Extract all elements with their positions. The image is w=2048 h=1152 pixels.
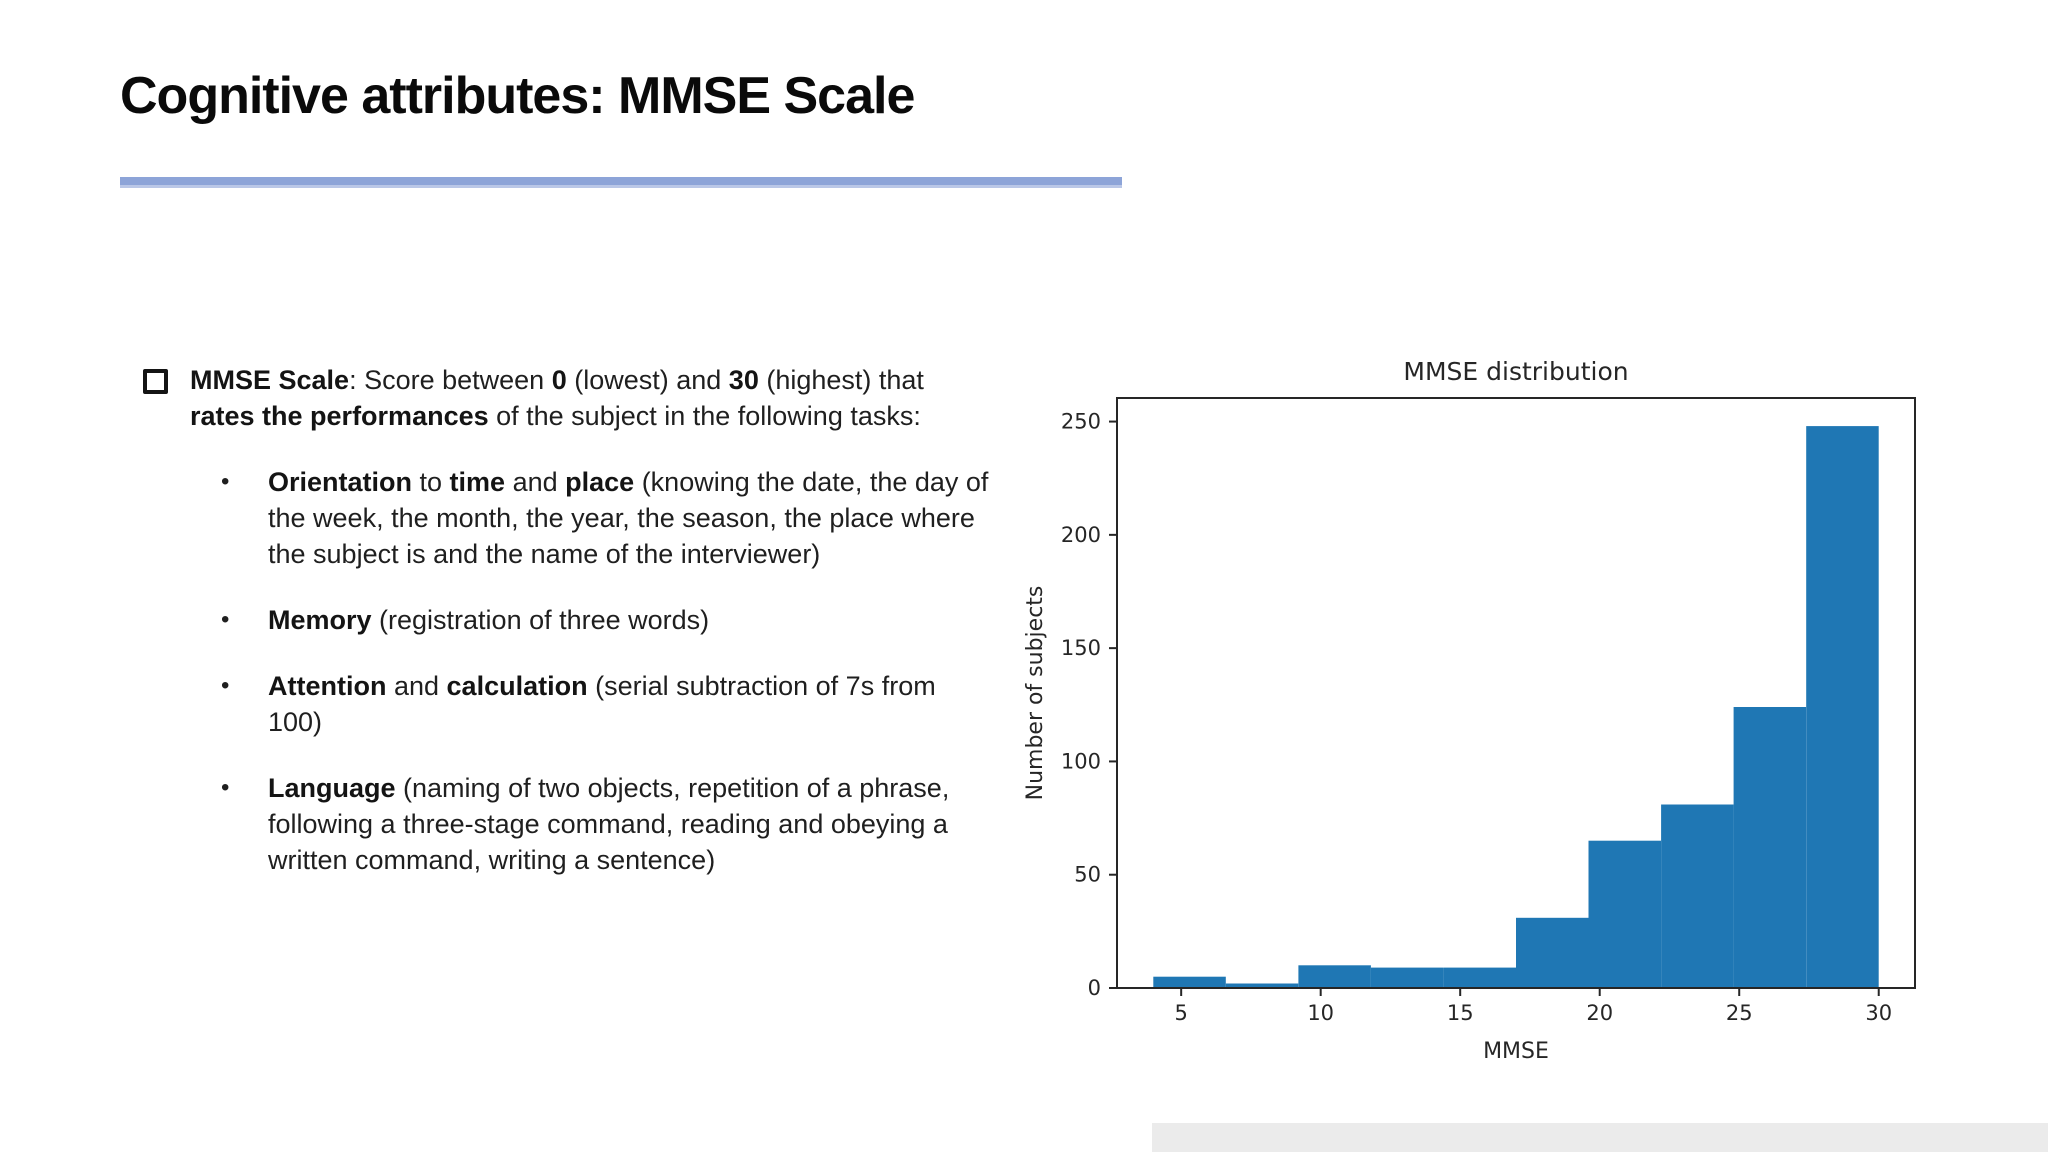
- histogram-bar: [1806, 426, 1879, 989]
- bottom-gray-strip: [1152, 1123, 2048, 1152]
- sub-bullet-item: • Orientation to time and place (knowing …: [143, 464, 1023, 572]
- histogram-bar: [1733, 707, 1807, 988]
- histogram-bar: [1298, 965, 1371, 988]
- y-tick-label: 250: [1061, 410, 1101, 434]
- chart-area: 5 10 15 20 25 30 0 50 100 150 200 250 MMSE distribut…: [1000, 340, 2000, 1100]
- histogram-bar: [1153, 976, 1226, 988]
- sub-bullet-item: • Language (naming of two objects, repeti…: [143, 770, 1023, 878]
- y-tick-label: 150: [1061, 636, 1101, 660]
- dot-bullet-icon: •: [221, 606, 230, 633]
- x-tick-label: 15: [1447, 1001, 1474, 1025]
- histogram-bar: [1661, 804, 1734, 988]
- sub-bullet-item: • Attention and calculation (serial subtr…: [143, 668, 1023, 740]
- x-axis-label: MMSE: [1483, 1039, 1549, 1064]
- histogram-bar: [1370, 967, 1444, 988]
- checkbox-bullet-icon: [143, 369, 168, 394]
- bullet-text: Language (naming of two objects, repetit…: [268, 773, 950, 875]
- axes-frame: [1116, 397, 1916, 989]
- mmse-histogram-chart: 5 10 15 20 25 30 0 50 100 150 200 250 MMSE distribut…: [1023, 357, 1916, 1064]
- histogram-bar: [1443, 967, 1516, 988]
- dot-bullet-icon: •: [221, 468, 230, 495]
- x-tick-label: 25: [1726, 1001, 1753, 1025]
- y-tick-label: 50: [1074, 863, 1101, 887]
- sub-bullet-item: • Memory (registration of three words): [143, 602, 1023, 638]
- bullet-text: Attention and calculation (serial subtra…: [268, 671, 936, 737]
- dot-bullet-icon: •: [221, 672, 230, 699]
- x-tick-label: 5: [1174, 1001, 1187, 1025]
- histogram-bar: [1225, 983, 1299, 988]
- y-tick-label: 100: [1061, 749, 1101, 773]
- x-tick-label: 20: [1586, 1001, 1613, 1025]
- y-axis-label: Number of subjects: [1023, 586, 1048, 801]
- bullet-text: Orientation to time and place (knowing t…: [268, 467, 989, 569]
- x-tick-label: 30: [1865, 1001, 1892, 1025]
- dot-bullet-icon: •: [221, 774, 230, 801]
- page-title: Cognitive attributes: MMSE Scale: [120, 67, 915, 125]
- title-underline: [120, 177, 1122, 188]
- histogram-bar: [1516, 917, 1589, 988]
- histogram-bar: [1588, 840, 1661, 988]
- x-tick-label: 10: [1307, 1001, 1334, 1025]
- chart-title: MMSE distribution: [1403, 357, 1628, 386]
- bullet-list: MMSE Scale: Score between 0 (lowest) and…: [143, 362, 1023, 908]
- bullet-text: MMSE Scale: Score between 0 (lowest) and…: [190, 365, 924, 431]
- y-tick-label: 200: [1061, 523, 1101, 547]
- y-tick-label: 0: [1088, 976, 1101, 1000]
- main-bullet-item: MMSE Scale: Score between 0 (lowest) and…: [143, 362, 1023, 434]
- bullet-text: Memory (registration of three words): [268, 605, 710, 635]
